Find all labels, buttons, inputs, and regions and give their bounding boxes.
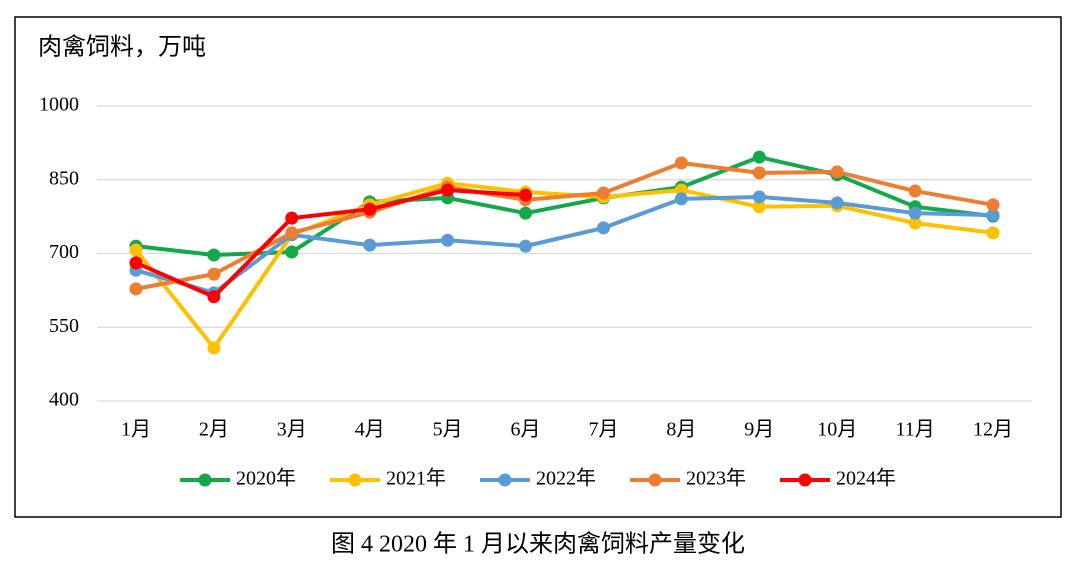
legend-label: 2020年: [236, 467, 296, 490]
data-point: [752, 166, 766, 180]
data-point: [908, 216, 922, 230]
data-point: [129, 243, 143, 257]
legend-marker: [498, 473, 512, 487]
legend-marker: [198, 473, 212, 487]
y-tick-label: 550: [49, 315, 79, 337]
x-tick-label: 7月: [588, 419, 618, 441]
chart-caption: 图 4 2020 年 1 月以来肉禽饲料产量变化: [331, 531, 745, 558]
series-line: [135, 161, 994, 291]
series-line: [135, 194, 994, 295]
x-tick-label: 9月: [744, 419, 774, 441]
data-point: [207, 267, 221, 281]
data-point: [986, 198, 1000, 212]
x-tick-label: 1月: [121, 419, 151, 441]
x-tick-label: 6月: [511, 419, 541, 441]
data-point: [207, 248, 221, 262]
data-point: [129, 282, 143, 296]
legend-label: 2023年: [686, 467, 746, 490]
y-tick-label: 1000: [39, 94, 79, 116]
y-tick-label: 850: [49, 167, 79, 189]
data-point: [674, 192, 688, 206]
y-tick-label: 700: [49, 241, 79, 263]
x-tick-label: 10月: [817, 419, 857, 441]
x-tick-label: 2月: [199, 419, 229, 441]
legend-label: 2022年: [536, 467, 596, 490]
data-point: [285, 211, 299, 225]
data-point: [908, 206, 922, 220]
data-point: [908, 184, 922, 198]
x-tick-label: 4月: [355, 419, 385, 441]
data-point: [207, 341, 221, 355]
data-point: [752, 190, 766, 204]
data-point: [441, 183, 455, 197]
data-point: [285, 226, 299, 240]
legend-marker: [798, 473, 812, 487]
data-point: [830, 165, 844, 179]
data-point: [986, 208, 1000, 222]
series-line: [135, 188, 526, 299]
data-point: [363, 238, 377, 252]
y-tick-label: 400: [49, 389, 79, 411]
data-point: [285, 245, 299, 259]
data-point: [519, 188, 533, 202]
data-point: [441, 233, 455, 247]
data-point: [519, 239, 533, 253]
data-point: [519, 206, 533, 220]
legend-label: 2024年: [836, 467, 896, 490]
data-point: [986, 226, 1000, 240]
data-point: [830, 196, 844, 210]
legend-marker: [348, 473, 362, 487]
x-tick-label: 8月: [666, 419, 696, 441]
legend-marker: [648, 473, 662, 487]
x-tick-label: 12月: [973, 419, 1013, 441]
data-point: [363, 202, 377, 216]
x-tick-label: 5月: [433, 419, 463, 441]
data-point: [207, 290, 221, 304]
data-point: [752, 200, 766, 214]
data-point: [674, 156, 688, 170]
x-tick-label: 3月: [277, 419, 307, 441]
data-point: [129, 256, 143, 270]
data-point: [596, 221, 610, 235]
legend-label: 2021年: [386, 467, 446, 490]
chart-frame: [14, 16, 1062, 518]
data-point: [596, 186, 610, 200]
x-tick-label: 11月: [895, 419, 934, 441]
data-point: [752, 150, 766, 164]
y-axis-title: 肉禽饲料，万吨: [38, 34, 206, 61]
